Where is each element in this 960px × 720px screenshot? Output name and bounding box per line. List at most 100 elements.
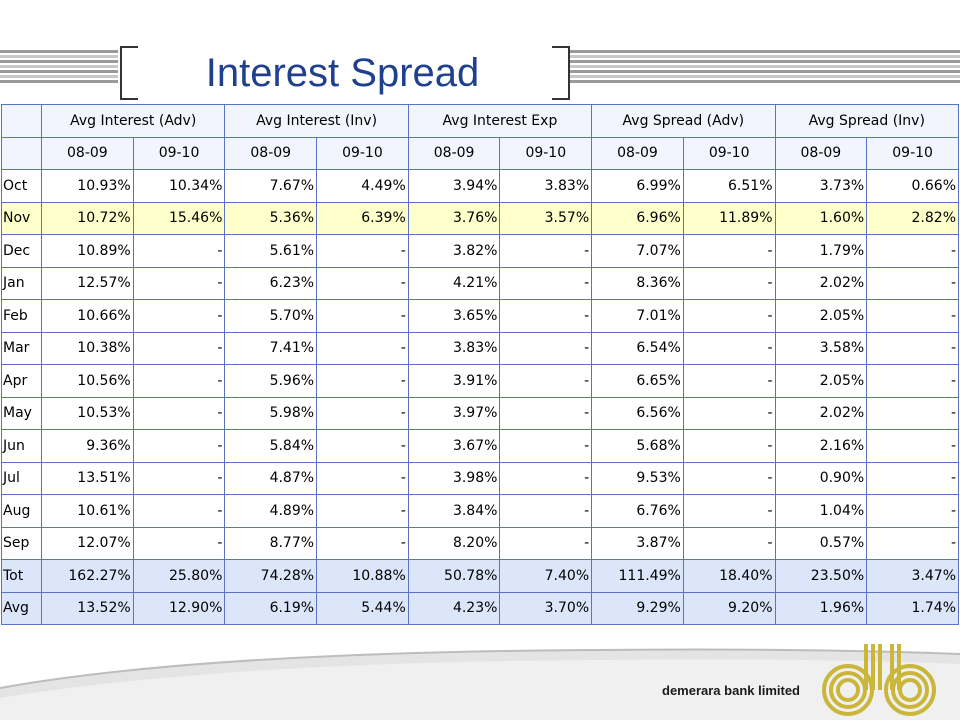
value-cell: - <box>866 526 959 560</box>
value-cell: - <box>132 429 226 463</box>
value-cell: 3.76% <box>407 201 501 235</box>
value-cell: - <box>316 526 409 560</box>
brand-name: demerara bank limited <box>662 683 800 698</box>
table-row: Feb 10.66% -5.70% -3.65% -7.01% -2.05% - <box>1 299 959 333</box>
value-cell: 10.66% <box>41 299 134 333</box>
title-bracket-right <box>552 46 570 100</box>
value-cell: 3.47% <box>866 559 959 593</box>
value-cell: 10.88% <box>316 559 409 593</box>
value-cell: - <box>682 526 776 560</box>
value-cell: 3.83% <box>499 169 593 203</box>
value-cell: - <box>132 396 226 430</box>
title-bracket-left <box>120 46 138 100</box>
table-row: Nov 10.72% 15.46% 5.36% 6.39% 3.76% 3.57% 6.96%… <box>1 201 959 235</box>
value-cell: 18.40% <box>682 559 776 593</box>
value-cell: 6.56% <box>591 396 684 430</box>
value-cell: 0.90% <box>774 461 868 495</box>
row-label: May <box>1 396 42 430</box>
year-header: 08-09 <box>774 136 868 170</box>
year-header: 09-10 <box>499 136 593 170</box>
value-cell: - <box>132 331 226 365</box>
value-cell: - <box>866 299 959 333</box>
value-cell: - <box>499 234 593 268</box>
sub-header-row: 08-09 09-10 08-09 09-10 08-09 09-10 08-0… <box>1 136 959 170</box>
slide-title: Interest Spread <box>205 51 480 95</box>
value-cell: 3.94% <box>407 169 501 203</box>
value-cell: - <box>499 396 593 430</box>
value-cell: 1.96% <box>774 591 868 625</box>
value-cell: - <box>866 429 959 463</box>
value-cell: 6.99% <box>591 169 684 203</box>
value-cell: - <box>866 331 959 365</box>
value-cell: - <box>682 461 776 495</box>
year-header: 08-09 <box>41 136 134 170</box>
value-cell: - <box>682 331 776 365</box>
value-cell: - <box>316 234 409 268</box>
table-row: May 10.53% -5.98% -3.97% -6.56% -2.02% - <box>1 396 959 430</box>
value-cell: 12.07% <box>41 526 134 560</box>
value-cell: - <box>682 266 776 300</box>
value-cell: 4.23% <box>407 591 501 625</box>
value-cell: - <box>866 234 959 268</box>
value-cell: 3.91% <box>407 364 501 398</box>
value-cell: 10.61% <box>41 494 134 528</box>
row-label: Jul <box>1 461 42 495</box>
value-cell: - <box>866 461 959 495</box>
value-cell: 3.65% <box>407 299 501 333</box>
group-header: Avg Interest (Adv) <box>40 104 226 138</box>
row-label: Apr <box>1 364 42 398</box>
value-cell: 3.83% <box>407 331 501 365</box>
row-label: Tot <box>1 559 42 593</box>
value-cell: - <box>132 461 226 495</box>
value-cell: - <box>682 429 776 463</box>
row-label: Mar <box>1 331 42 365</box>
value-cell: 2.16% <box>774 429 868 463</box>
value-cell: 13.51% <box>41 461 134 495</box>
value-cell: 3.58% <box>774 331 868 365</box>
value-cell: - <box>499 494 593 528</box>
value-cell: 5.96% <box>224 364 318 398</box>
row-label: Jan <box>1 266 42 300</box>
table-row: Aug 10.61% -4.89% -3.84% -6.76% -1.04% - <box>1 494 959 528</box>
row-label: Dec <box>1 234 42 268</box>
table-row: Jul 13.51% -4.87% -3.98% -9.53% -0.90% - <box>1 461 959 495</box>
header-bars-right <box>570 50 960 90</box>
row-label: Sep <box>1 526 42 560</box>
corner-cell <box>1 104 42 138</box>
value-cell: 5.98% <box>224 396 318 430</box>
value-cell: 25.80% <box>132 559 226 593</box>
table-row: Sep 12.07% -8.77% -8.20% -3.87% -0.57% - <box>1 526 959 560</box>
value-cell: 0.57% <box>774 526 868 560</box>
value-cell: - <box>499 461 593 495</box>
value-cell: - <box>316 494 409 528</box>
value-cell: - <box>132 364 226 398</box>
table-row: Avg 13.52% 12.90% 6.19% 5.44% 4.23% 3.70% 9.29%… <box>1 591 959 625</box>
value-cell: 6.39% <box>316 201 409 235</box>
group-header-row: Avg Interest (Adv) Avg Interest (Inv) Av… <box>1 104 959 138</box>
value-cell: - <box>866 266 959 300</box>
value-cell: 2.05% <box>774 364 868 398</box>
value-cell: - <box>866 396 959 430</box>
value-cell: 2.02% <box>774 396 868 430</box>
value-cell: 3.70% <box>499 591 593 625</box>
year-header: 09-10 <box>866 136 959 170</box>
value-cell: - <box>499 429 593 463</box>
value-cell: 6.23% <box>224 266 318 300</box>
value-cell: 7.40% <box>499 559 593 593</box>
value-cell: 3.97% <box>407 396 501 430</box>
value-cell: 9.53% <box>591 461 684 495</box>
value-cell: 4.89% <box>224 494 318 528</box>
row-label: Feb <box>1 299 42 333</box>
value-cell: 111.49% <box>591 559 684 593</box>
value-cell: - <box>132 299 226 333</box>
table-body: Oct 10.93% 10.34% 7.67% 4.49% 3.94% 3.83% 6.99%… <box>1 169 959 625</box>
value-cell: 7.67% <box>224 169 318 203</box>
value-cell: 15.46% <box>132 201 226 235</box>
table-row: Dec 10.89% -5.61% -3.82% -7.07% -1.79% - <box>1 234 959 268</box>
value-cell: 3.84% <box>407 494 501 528</box>
value-cell: 8.36% <box>591 266 684 300</box>
value-cell: - <box>866 494 959 528</box>
value-cell: 23.50% <box>774 559 868 593</box>
value-cell: 9.20% <box>682 591 776 625</box>
value-cell: 8.77% <box>224 526 318 560</box>
